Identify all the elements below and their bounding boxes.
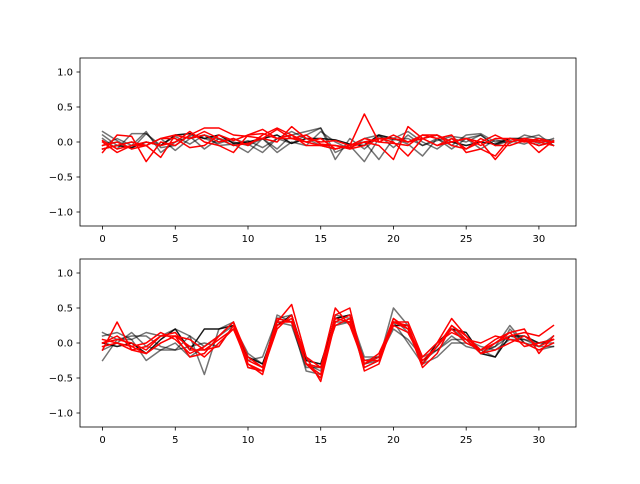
y-tick-label: 1.0 xyxy=(57,269,73,280)
y-tick-label: 0.0 xyxy=(57,339,73,350)
x-tick-label: 20 xyxy=(387,435,400,446)
y-tick-label: −1.0 xyxy=(49,208,73,219)
y-tick-label: −0.5 xyxy=(49,374,73,385)
x-tick-label: 10 xyxy=(242,435,255,446)
x-tick-label: 5 xyxy=(172,435,178,446)
y-tick-label: −1.0 xyxy=(49,409,73,420)
y-tick-label: 1.0 xyxy=(57,68,73,79)
y-tick-label: −0.5 xyxy=(49,173,73,184)
x-tick-label: 25 xyxy=(460,234,473,245)
series-line-6 xyxy=(101,303,555,383)
series-line-10 xyxy=(101,317,555,369)
series-group xyxy=(101,303,555,383)
x-tick-label: 30 xyxy=(533,234,546,245)
y-tick-label: 0.0 xyxy=(57,138,73,149)
series-line-9 xyxy=(101,128,555,150)
x-tick-label: 5 xyxy=(172,234,178,245)
series-line-4 xyxy=(101,130,555,154)
y-tick-label: 0.5 xyxy=(57,103,73,114)
x-tick-label: 20 xyxy=(387,234,400,245)
x-tick-label: 0 xyxy=(99,234,105,245)
x-tick-label: 30 xyxy=(533,435,546,446)
series-line-10 xyxy=(101,127,555,154)
x-tick-label: 15 xyxy=(314,234,327,245)
series-group xyxy=(101,113,555,163)
subplot-2: 0 5 10 15 20 25 30 −1.0 −0.5 0.0 0.5 1.0 xyxy=(49,258,577,446)
series-line-6 xyxy=(101,113,555,163)
x-tick-label: 15 xyxy=(314,435,327,446)
x-tick-label: 10 xyxy=(242,234,255,245)
subplot-1: 0 5 10 15 20 25 30 −1.0 −0.5 0.0 0.5 1.0 xyxy=(49,57,577,245)
y-tick-label: 0.5 xyxy=(57,304,73,315)
x-tick-label: 0 xyxy=(99,435,105,446)
x-tick-label: 25 xyxy=(460,435,473,446)
